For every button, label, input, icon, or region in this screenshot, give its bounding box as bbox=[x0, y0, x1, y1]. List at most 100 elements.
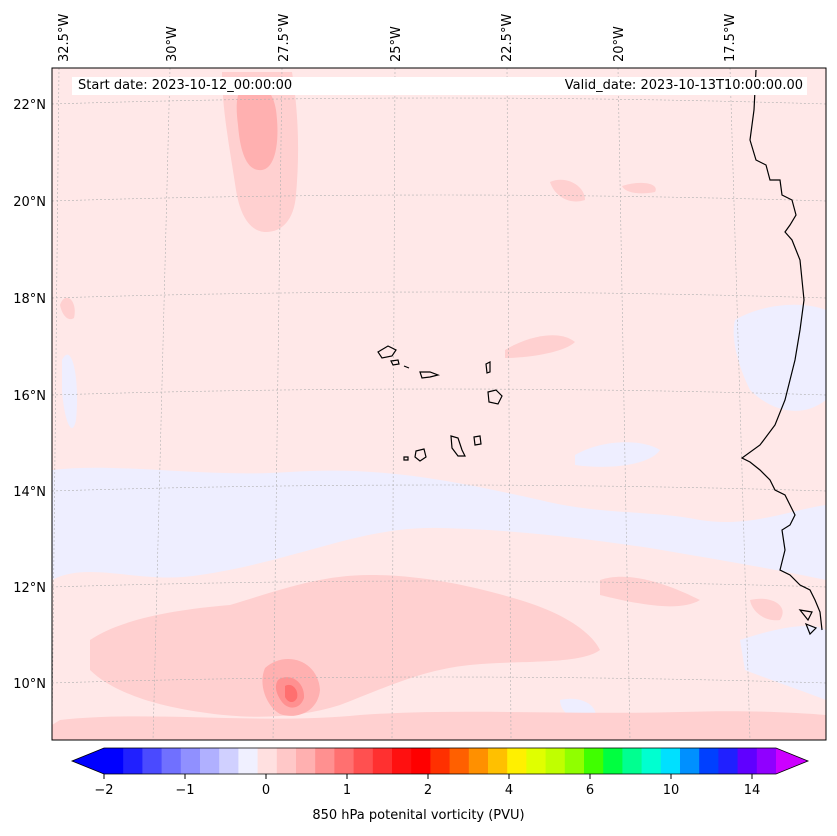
positive-pv-south-strip bbox=[52, 711, 826, 740]
lat-label: 14°N bbox=[13, 485, 46, 500]
latitude-labels: 22°N 20°N 18°N 16°N 14°N 12°N 10°N bbox=[13, 98, 46, 692]
colorbar-tick-label: 14 bbox=[744, 783, 761, 798]
lat-label: 18°N bbox=[13, 292, 46, 307]
island-bijagos bbox=[804, 622, 818, 636]
island-boa-vista bbox=[487, 389, 503, 405]
negative-pv-patch bbox=[733, 304, 826, 411]
island-sal bbox=[485, 361, 491, 374]
lon-label: 22.5°W bbox=[500, 14, 515, 62]
colorbar-cell bbox=[257, 748, 278, 774]
longitude-labels: 32.5°W 30°W 27.5°W 25°W 22.5°W 20°W 17.5… bbox=[57, 14, 738, 62]
colorbar-cell bbox=[372, 748, 393, 774]
positive-pv-patch bbox=[600, 576, 700, 607]
colorbar-title: 850 hPa potenital vorticity (PVU) bbox=[312, 808, 525, 823]
lat-label: 16°N bbox=[13, 389, 46, 404]
positive-pv-south bbox=[90, 575, 600, 717]
colorbar-cell bbox=[564, 748, 585, 774]
lat-label: 20°N bbox=[13, 195, 46, 210]
colorbar-cell bbox=[219, 748, 239, 774]
colorbar-cell bbox=[680, 748, 700, 774]
colorbar: −2 −1 0 1 2 4 6 10 14 bbox=[70, 747, 810, 798]
colorbar-tick-label: 1 bbox=[343, 783, 351, 798]
positive-pv-patch bbox=[622, 182, 656, 194]
start-date-label: Start date: 2023-10-12_00:00:00 bbox=[72, 77, 408, 95]
pv-maximum-peak bbox=[285, 684, 298, 703]
colorbar-tick-label: 0 bbox=[262, 783, 270, 798]
positive-pv-patch bbox=[750, 598, 783, 621]
colorbar-cell bbox=[488, 748, 508, 774]
lon-label: 32.5°W bbox=[57, 14, 72, 62]
colorbar-cell bbox=[123, 748, 143, 774]
colorbar-cell bbox=[392, 748, 412, 774]
negative-pv-patch bbox=[575, 442, 660, 467]
island-sao-nicolau bbox=[419, 371, 441, 379]
island-brava bbox=[403, 456, 409, 461]
colorbar-cell bbox=[641, 748, 662, 774]
lat-label: 12°N bbox=[13, 581, 46, 596]
colorbar-tick-labels: −2 −1 0 1 2 4 6 10 14 bbox=[94, 783, 760, 798]
negative-pv-band bbox=[52, 467, 826, 580]
colorbar-cell bbox=[622, 748, 643, 774]
lon-label: 30°W bbox=[165, 26, 180, 62]
colorbar-cell bbox=[468, 748, 489, 774]
colorbar-cell bbox=[104, 748, 124, 774]
colorbar-cell bbox=[584, 748, 604, 774]
island-maio bbox=[473, 435, 482, 446]
colorbar-cell bbox=[180, 748, 201, 774]
pv-field bbox=[52, 72, 826, 740]
colorbar-cell bbox=[315, 748, 335, 774]
coastlines bbox=[377, 69, 823, 636]
colorbar-cell bbox=[334, 748, 355, 774]
map-frame bbox=[51, 67, 827, 741]
island-santiago bbox=[450, 435, 466, 457]
colorbar-under-extension bbox=[72, 748, 104, 774]
positive-pv-patch bbox=[505, 335, 575, 358]
positive-pv-core bbox=[236, 84, 278, 171]
negative-pv-patch bbox=[740, 625, 826, 700]
lat-label: 22°N bbox=[13, 98, 46, 113]
lon-label: 20°W bbox=[612, 26, 627, 62]
colorbar-cell bbox=[161, 748, 182, 774]
colorbar-cell bbox=[718, 748, 739, 774]
colorbar-cell bbox=[142, 748, 163, 774]
colorbar-tick-label: 4 bbox=[505, 783, 513, 798]
colorbar-cell bbox=[353, 748, 374, 774]
colorbar-cell bbox=[660, 748, 681, 774]
island-fogo bbox=[414, 448, 427, 462]
africa-coastline bbox=[740, 69, 823, 631]
colorbar-tick-label: 6 bbox=[586, 783, 594, 798]
lat-label: 10°N bbox=[13, 677, 46, 692]
colorbar-cell bbox=[238, 748, 259, 774]
colorbar-cell bbox=[603, 748, 623, 774]
lon-label: 25°W bbox=[389, 26, 404, 62]
colorbar-cell bbox=[526, 748, 547, 774]
colorbar-cell bbox=[699, 748, 719, 774]
island-bijagos bbox=[798, 609, 813, 622]
colorbar-over-extension bbox=[776, 748, 808, 774]
lon-label: 17.5°W bbox=[723, 14, 738, 62]
valid-date-label: Valid_date: 2023-10-13T10:00:00.00 bbox=[402, 77, 807, 95]
colorbar-tick-label: −1 bbox=[175, 783, 194, 798]
negative-pv-patch bbox=[62, 354, 78, 429]
colorbar-cell bbox=[737, 748, 758, 774]
positive-pv-patch bbox=[60, 297, 75, 320]
graticule bbox=[51, 67, 827, 741]
colorbar-cell bbox=[430, 748, 451, 774]
island-sao-vicente bbox=[390, 359, 400, 366]
colorbar-cell bbox=[296, 748, 316, 774]
colorbar-cell bbox=[276, 748, 297, 774]
colorbar-tick-label: −2 bbox=[94, 783, 113, 798]
colorbar-cell bbox=[449, 748, 470, 774]
colorbar-ticks bbox=[103, 774, 753, 779]
colorbar-cell bbox=[411, 748, 431, 774]
island-santa-luzia bbox=[403, 365, 410, 369]
colorbar-cell bbox=[545, 748, 566, 774]
colorbar-cells bbox=[104, 748, 777, 774]
colorbar-tick-label: 10 bbox=[663, 783, 680, 798]
colorbar-cell bbox=[507, 748, 527, 774]
lon-label: 27.5°W bbox=[277, 14, 292, 62]
colorbar-cell bbox=[756, 748, 777, 774]
colorbar-cell bbox=[200, 748, 220, 774]
colorbar-tick-label: 2 bbox=[424, 783, 432, 798]
